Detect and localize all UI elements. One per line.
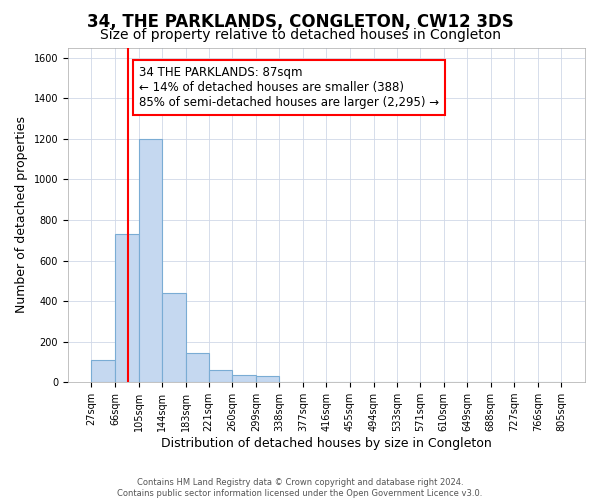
Bar — [91, 360, 115, 382]
Text: 34 THE PARKLANDS: 87sqm
← 14% of detached houses are smaller (388)
85% of semi-d: 34 THE PARKLANDS: 87sqm ← 14% of detache… — [139, 66, 439, 109]
Bar — [256, 376, 280, 382]
Bar — [115, 234, 139, 382]
Bar — [139, 139, 162, 382]
Text: 34, THE PARKLANDS, CONGLETON, CW12 3DS: 34, THE PARKLANDS, CONGLETON, CW12 3DS — [86, 12, 514, 30]
Text: Contains HM Land Registry data © Crown copyright and database right 2024.
Contai: Contains HM Land Registry data © Crown c… — [118, 478, 482, 498]
Text: Size of property relative to detached houses in Congleton: Size of property relative to detached ho… — [100, 28, 500, 42]
Bar — [232, 375, 256, 382]
Y-axis label: Number of detached properties: Number of detached properties — [15, 116, 28, 314]
X-axis label: Distribution of detached houses by size in Congleton: Distribution of detached houses by size … — [161, 437, 492, 450]
Bar — [185, 353, 209, 382]
Bar — [162, 293, 185, 382]
Bar — [209, 370, 232, 382]
